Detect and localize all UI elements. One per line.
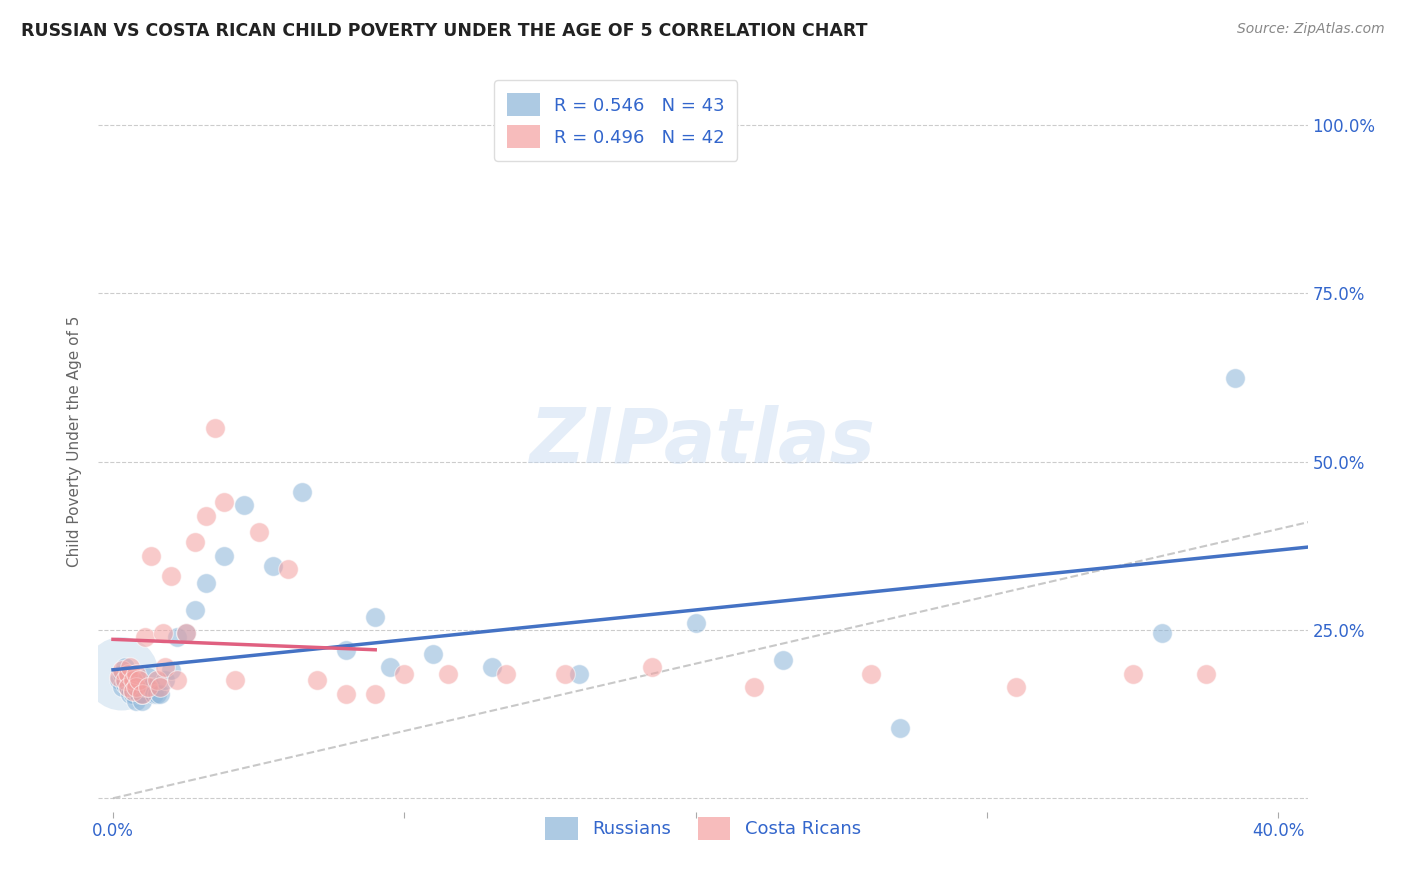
- Point: [152, 626, 174, 640]
- Point: [422, 647, 444, 661]
- Point: [212, 549, 235, 563]
- Point: [1223, 370, 1246, 384]
- Point: [233, 499, 256, 513]
- Point: [111, 666, 134, 681]
- Point: [111, 666, 134, 681]
- Point: [136, 670, 159, 684]
- Point: [134, 680, 156, 694]
- Y-axis label: Child Poverty Under the Age of 5: Child Poverty Under the Age of 5: [67, 316, 83, 567]
- Point: [641, 660, 664, 674]
- Point: [117, 680, 139, 694]
- Point: [183, 603, 205, 617]
- Point: [554, 666, 576, 681]
- Point: [859, 666, 882, 681]
- Point: [481, 660, 503, 674]
- Point: [122, 683, 145, 698]
- Legend: Russians, Costa Ricans: Russians, Costa Ricans: [537, 809, 869, 847]
- Point: [131, 694, 153, 708]
- Point: [364, 687, 387, 701]
- Point: [149, 680, 172, 694]
- Point: [195, 508, 218, 523]
- Point: [364, 609, 387, 624]
- Point: [117, 680, 139, 694]
- Point: [125, 666, 148, 681]
- Point: [149, 687, 172, 701]
- Point: [114, 677, 136, 691]
- Point: [125, 694, 148, 708]
- Point: [183, 535, 205, 549]
- Point: [155, 660, 177, 674]
- Point: [108, 673, 131, 688]
- Point: [114, 660, 136, 674]
- Point: [139, 680, 162, 694]
- Point: [122, 683, 145, 698]
- Point: [262, 559, 284, 574]
- Point: [174, 626, 197, 640]
- Point: [204, 421, 226, 435]
- Point: [889, 721, 911, 735]
- Point: [742, 680, 765, 694]
- Point: [335, 643, 357, 657]
- Point: [134, 630, 156, 644]
- Point: [305, 673, 328, 688]
- Point: [111, 664, 134, 678]
- Point: [174, 626, 197, 640]
- Point: [136, 680, 159, 694]
- Point: [139, 549, 162, 563]
- Point: [291, 485, 314, 500]
- Point: [166, 630, 188, 644]
- Point: [1005, 680, 1028, 694]
- Point: [117, 670, 139, 684]
- Point: [145, 687, 167, 701]
- Point: [568, 666, 591, 681]
- Point: [120, 660, 142, 674]
- Text: ZIPatlas: ZIPatlas: [530, 405, 876, 478]
- Point: [108, 670, 131, 684]
- Point: [128, 673, 150, 688]
- Point: [155, 673, 177, 688]
- Point: [495, 666, 517, 681]
- Point: [120, 673, 142, 688]
- Point: [247, 525, 270, 540]
- Point: [160, 569, 183, 583]
- Point: [111, 680, 134, 694]
- Point: [378, 660, 401, 674]
- Point: [212, 495, 235, 509]
- Point: [131, 687, 153, 701]
- Point: [122, 673, 145, 688]
- Point: [224, 673, 246, 688]
- Point: [335, 687, 357, 701]
- Point: [120, 687, 142, 701]
- Point: [160, 664, 183, 678]
- Point: [145, 673, 167, 688]
- Point: [437, 666, 460, 681]
- Point: [131, 687, 153, 701]
- Point: [1150, 626, 1173, 640]
- Point: [394, 666, 416, 681]
- Point: [772, 653, 794, 667]
- Point: [1122, 666, 1144, 681]
- Point: [195, 575, 218, 590]
- Point: [277, 562, 299, 576]
- Point: [1194, 666, 1216, 681]
- Point: [685, 616, 707, 631]
- Text: Source: ZipAtlas.com: Source: ZipAtlas.com: [1237, 22, 1385, 37]
- Point: [125, 683, 148, 698]
- Text: RUSSIAN VS COSTA RICAN CHILD POVERTY UNDER THE AGE OF 5 CORRELATION CHART: RUSSIAN VS COSTA RICAN CHILD POVERTY UND…: [21, 22, 868, 40]
- Point: [166, 673, 188, 688]
- Point: [128, 687, 150, 701]
- Point: [117, 666, 139, 681]
- Point: [122, 687, 145, 701]
- Point: [114, 673, 136, 688]
- Point: [142, 687, 165, 701]
- Point: [125, 680, 148, 694]
